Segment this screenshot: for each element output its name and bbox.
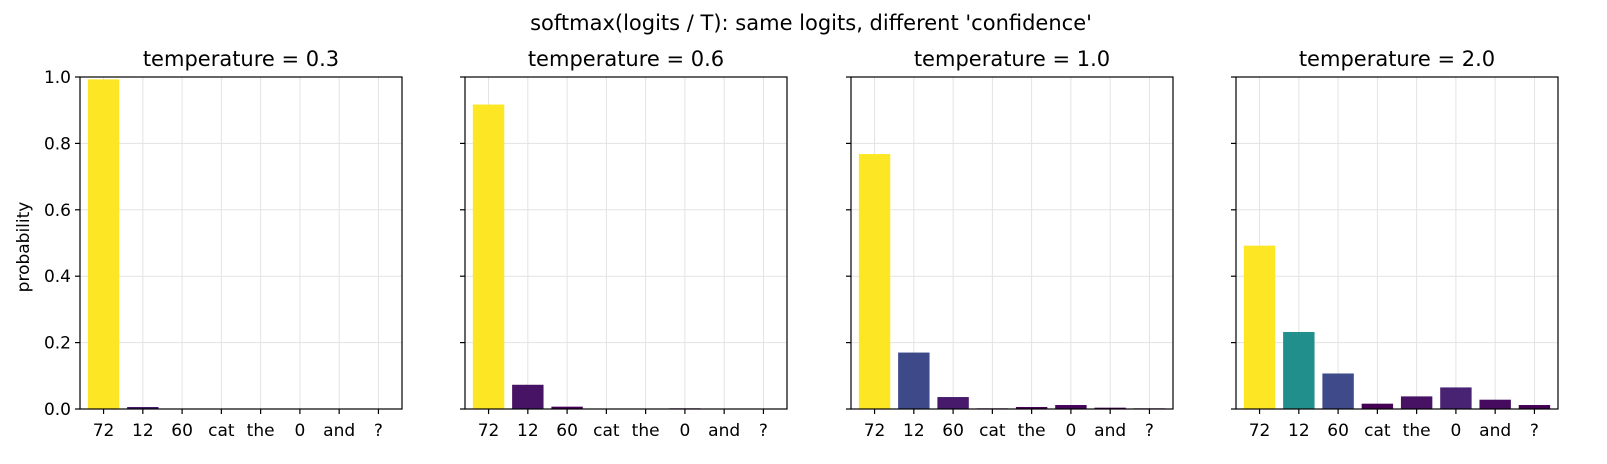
x-tick-label: 0 <box>1065 421 1076 441</box>
x-tick-label: ? <box>1145 421 1154 441</box>
bar-and <box>1094 407 1126 409</box>
x-tick-label: and <box>323 421 355 441</box>
axes-frame <box>79 76 403 410</box>
axes-frame <box>1235 76 1559 410</box>
x-tick-label: cat <box>1364 421 1391 441</box>
panel-2: 72 12 60 cat the 0 and ? temperature = 0.6 <box>460 47 788 441</box>
bar-the <box>1400 396 1433 409</box>
figure-suptitle: softmax(logits / T): same logits, differ… <box>530 11 1092 35</box>
x-tick-label: and <box>1479 421 1511 441</box>
x-tick-label: 12 <box>517 421 539 441</box>
y-tick-label: 0.4 <box>44 267 71 287</box>
bar-0 <box>1055 405 1087 409</box>
panel-1: 72 12 60 cat the 0 and ? 0.0 0.2 0.4 0.6 0.8 1.0 tempe… <box>44 47 403 441</box>
panel-title: temperature = 0.6 <box>528 47 724 71</box>
bar-12 <box>127 407 159 409</box>
panel-title: temperature = 0.3 <box>143 47 339 71</box>
x-tick-label: the <box>1403 421 1431 441</box>
x-tick-label: 12 <box>903 421 925 441</box>
bar-12 <box>512 384 544 409</box>
x-tick-label: cat <box>979 421 1006 441</box>
x-tick-label: the <box>1018 421 1046 441</box>
bar-and <box>1479 399 1511 409</box>
x-tick-label: the <box>247 421 275 441</box>
panel-title: temperature = 1.0 <box>914 47 1110 71</box>
x-tick-label: 0 <box>294 421 305 441</box>
bar-72 <box>87 79 120 409</box>
panel-4: 72 12 60 cat the 0 and ? temperature = 2.0 <box>1231 47 1559 441</box>
bar-12 <box>1283 331 1315 409</box>
bar-the <box>1015 407 1048 409</box>
x-tick-label: 12 <box>132 421 154 441</box>
x-tick-label: 0 <box>679 421 690 441</box>
x-tick-label: and <box>1094 421 1126 441</box>
bar-60 <box>551 406 583 409</box>
x-tick-label: 60 <box>556 421 578 441</box>
bar-0 <box>1440 387 1472 409</box>
x-tick-label: 72 <box>1249 421 1271 441</box>
x-tick-label: 60 <box>1327 421 1349 441</box>
bar-cat <box>1361 403 1394 409</box>
x-tick-label: 0 <box>1450 421 1461 441</box>
bar-? <box>1518 405 1551 409</box>
x-tick-label: 60 <box>942 421 964 441</box>
bar-12 <box>898 352 930 409</box>
x-tick-label: ? <box>1530 421 1539 441</box>
y-tick-label: 0.0 <box>44 400 71 420</box>
panel-title: temperature = 2.0 <box>1299 47 1495 71</box>
bar-72 <box>472 104 505 409</box>
x-tick-label: ? <box>374 421 383 441</box>
y-tick-label: 0.8 <box>44 134 71 154</box>
x-tick-label: cat <box>593 421 620 441</box>
axes-frame <box>850 76 1174 410</box>
bar-72 <box>1243 245 1276 409</box>
panel-3: 72 12 60 cat the 0 and ? temperature = 1.0 <box>846 47 1174 441</box>
bar-72 <box>858 154 891 409</box>
y-tick-label: 0.6 <box>44 201 71 221</box>
y-tick-label: 1.0 <box>44 68 71 88</box>
axes-frame <box>464 76 788 410</box>
x-tick-label: 12 <box>1288 421 1310 441</box>
x-tick-label: 60 <box>171 421 193 441</box>
y-tick-label: 0.2 <box>44 334 71 354</box>
x-tick-label: the <box>632 421 660 441</box>
x-tick-label: 72 <box>864 421 886 441</box>
x-tick-label: 72 <box>478 421 500 441</box>
x-tick-label: ? <box>759 421 768 441</box>
x-tick-label: 72 <box>93 421 115 441</box>
bar-60 <box>937 397 969 409</box>
x-tick-label: and <box>708 421 740 441</box>
panels: 72 12 60 cat the 0 and ?0.00.20.40.60.81.0tempe… <box>44 47 1559 441</box>
x-tick-label: cat <box>208 421 235 441</box>
y-axis-label: probability <box>14 202 34 293</box>
bar-60 <box>1322 373 1354 409</box>
